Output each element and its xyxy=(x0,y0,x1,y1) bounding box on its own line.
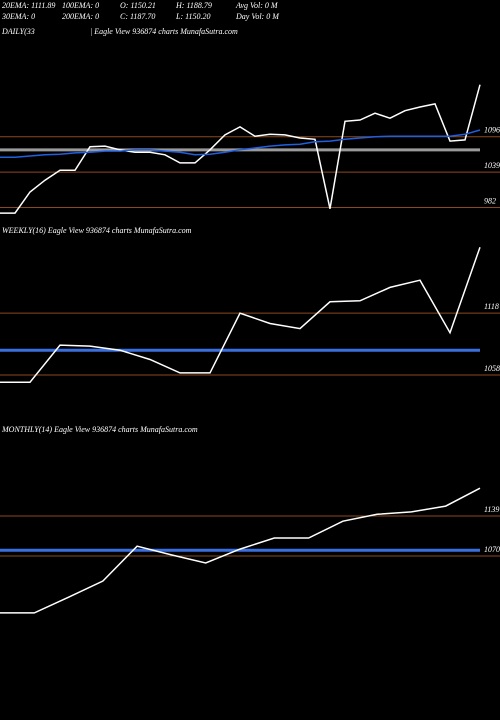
header-stat: Day Vol: 0 M xyxy=(235,12,280,21)
y-tick-label: 1096 xyxy=(484,126,500,135)
price-line xyxy=(0,487,481,614)
y-tick-label: 1070 xyxy=(484,545,500,554)
header-stat: H: 1188.79 xyxy=(175,1,212,10)
panel-title: MONTHLY(14) Eagle View 936874 charts Mun… xyxy=(1,425,198,434)
price-line xyxy=(0,84,481,214)
y-tick-label: 1058 xyxy=(484,364,500,373)
header-stat: C: 1187.70 xyxy=(120,12,155,21)
y-tick-label: 1118 xyxy=(484,302,499,311)
y-tick-label: 982 xyxy=(484,196,496,205)
header-stat: 100EMA: 0 xyxy=(62,1,99,10)
header-stat: 30EMA: 0 xyxy=(1,12,35,21)
header-stat: 20EMA: 1111.89 xyxy=(2,1,55,10)
price-line xyxy=(0,246,481,383)
panel-title: DAILY(33 xyxy=(1,27,35,36)
price-line xyxy=(0,129,481,159)
header-stat: L: 1150.20 xyxy=(175,12,211,21)
header-stat: 200EMA: 0 xyxy=(62,12,99,21)
header-stat: O: 1150.21 xyxy=(120,1,156,10)
panel-title: WEEKLY(16) Eagle View 936874 charts Muna… xyxy=(2,226,192,235)
header-stat: Avg Vol: 0 M xyxy=(235,1,279,10)
panel-subtitle: | Eagle View 936874 charts MunafaSutra.c… xyxy=(90,27,238,36)
y-tick-label: 1039 xyxy=(484,161,500,170)
y-tick-label: 1139 xyxy=(484,505,499,514)
